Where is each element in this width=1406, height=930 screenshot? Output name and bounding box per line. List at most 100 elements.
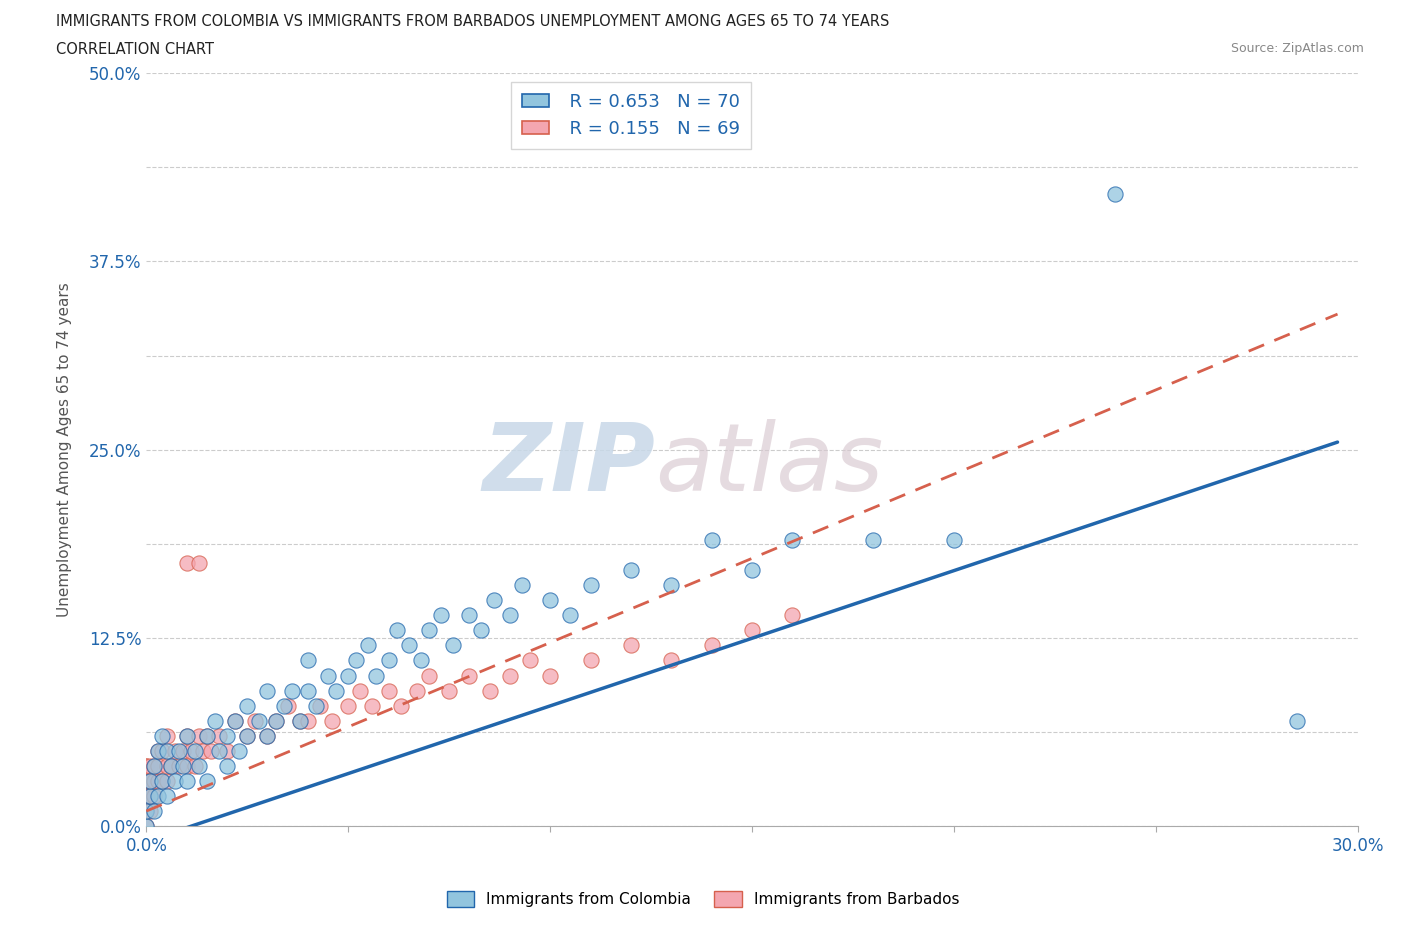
- Point: [357, 638, 380, 653]
- Point: [180, 743, 202, 758]
- Point: [135, 804, 157, 818]
- Point: [143, 804, 166, 818]
- Point: [478, 684, 501, 698]
- Point: [321, 713, 343, 728]
- Point: [155, 789, 177, 804]
- Point: [176, 728, 198, 743]
- Point: [148, 789, 170, 804]
- Point: [148, 774, 170, 789]
- Point: [195, 728, 218, 743]
- Point: [176, 555, 198, 570]
- Point: [659, 578, 682, 592]
- Point: [405, 684, 427, 698]
- Point: [264, 713, 287, 728]
- Point: [135, 789, 157, 804]
- Point: [139, 804, 162, 818]
- Point: [264, 713, 287, 728]
- Point: [482, 592, 505, 607]
- Point: [135, 774, 157, 789]
- Point: [245, 713, 267, 728]
- Point: [409, 653, 432, 668]
- Point: [143, 789, 166, 804]
- Point: [135, 789, 157, 804]
- Point: [499, 668, 522, 683]
- Point: [163, 774, 186, 789]
- Y-axis label: Unemployment Among Ages 65 to 74 years: Unemployment Among Ages 65 to 74 years: [58, 283, 72, 617]
- Point: [159, 759, 181, 774]
- Point: [430, 608, 453, 623]
- Text: atlas: atlas: [655, 419, 883, 511]
- Point: [337, 668, 360, 683]
- Point: [155, 743, 177, 758]
- Point: [620, 638, 643, 653]
- Point: [167, 743, 190, 758]
- Point: [458, 608, 481, 623]
- Point: [256, 728, 278, 743]
- Point: [167, 759, 190, 774]
- Point: [256, 728, 278, 743]
- Text: ZIP: ZIP: [482, 418, 655, 511]
- Point: [1286, 713, 1309, 728]
- Point: [377, 684, 399, 698]
- Point: [187, 759, 209, 774]
- Point: [139, 774, 162, 789]
- Point: [305, 698, 328, 713]
- Point: [256, 684, 278, 698]
- Point: [700, 638, 723, 653]
- Point: [195, 728, 218, 743]
- Point: [204, 713, 226, 728]
- Point: [1104, 186, 1126, 201]
- Point: [741, 623, 763, 638]
- Point: [277, 698, 299, 713]
- Point: [458, 668, 481, 683]
- Point: [499, 608, 522, 623]
- Point: [418, 623, 440, 638]
- Point: [538, 592, 561, 607]
- Point: [155, 774, 177, 789]
- Point: [143, 774, 166, 789]
- Point: [176, 759, 198, 774]
- Point: [176, 774, 198, 789]
- Point: [441, 638, 464, 653]
- Point: [135, 774, 157, 789]
- Point: [236, 728, 259, 743]
- Point: [437, 684, 460, 698]
- Point: [389, 698, 412, 713]
- Point: [337, 698, 360, 713]
- Point: [139, 789, 162, 804]
- Point: [538, 668, 561, 683]
- Point: [349, 684, 371, 698]
- Point: [236, 728, 259, 743]
- Point: [135, 789, 157, 804]
- Legend:   R = 0.653   N = 70,   R = 0.155   N = 69: R = 0.653 N = 70, R = 0.155 N = 69: [510, 82, 751, 149]
- Point: [297, 684, 319, 698]
- Point: [782, 533, 804, 548]
- Point: [560, 608, 582, 623]
- Point: [862, 533, 884, 548]
- Point: [187, 728, 209, 743]
- Point: [224, 713, 246, 728]
- Point: [135, 804, 157, 818]
- Point: [172, 759, 194, 774]
- Point: [325, 684, 347, 698]
- Point: [139, 774, 162, 789]
- Point: [297, 713, 319, 728]
- Point: [366, 668, 388, 683]
- Point: [247, 713, 270, 728]
- Point: [152, 774, 174, 789]
- Point: [155, 759, 177, 774]
- Point: [187, 555, 209, 570]
- Point: [184, 743, 207, 758]
- Point: [172, 743, 194, 758]
- Point: [208, 743, 231, 758]
- Point: [135, 804, 157, 818]
- Point: [135, 759, 157, 774]
- Point: [191, 743, 214, 758]
- Point: [288, 713, 311, 728]
- Point: [139, 789, 162, 804]
- Point: [152, 743, 174, 758]
- Point: [217, 743, 239, 758]
- Point: [510, 578, 533, 592]
- Point: [152, 774, 174, 789]
- Point: [297, 653, 319, 668]
